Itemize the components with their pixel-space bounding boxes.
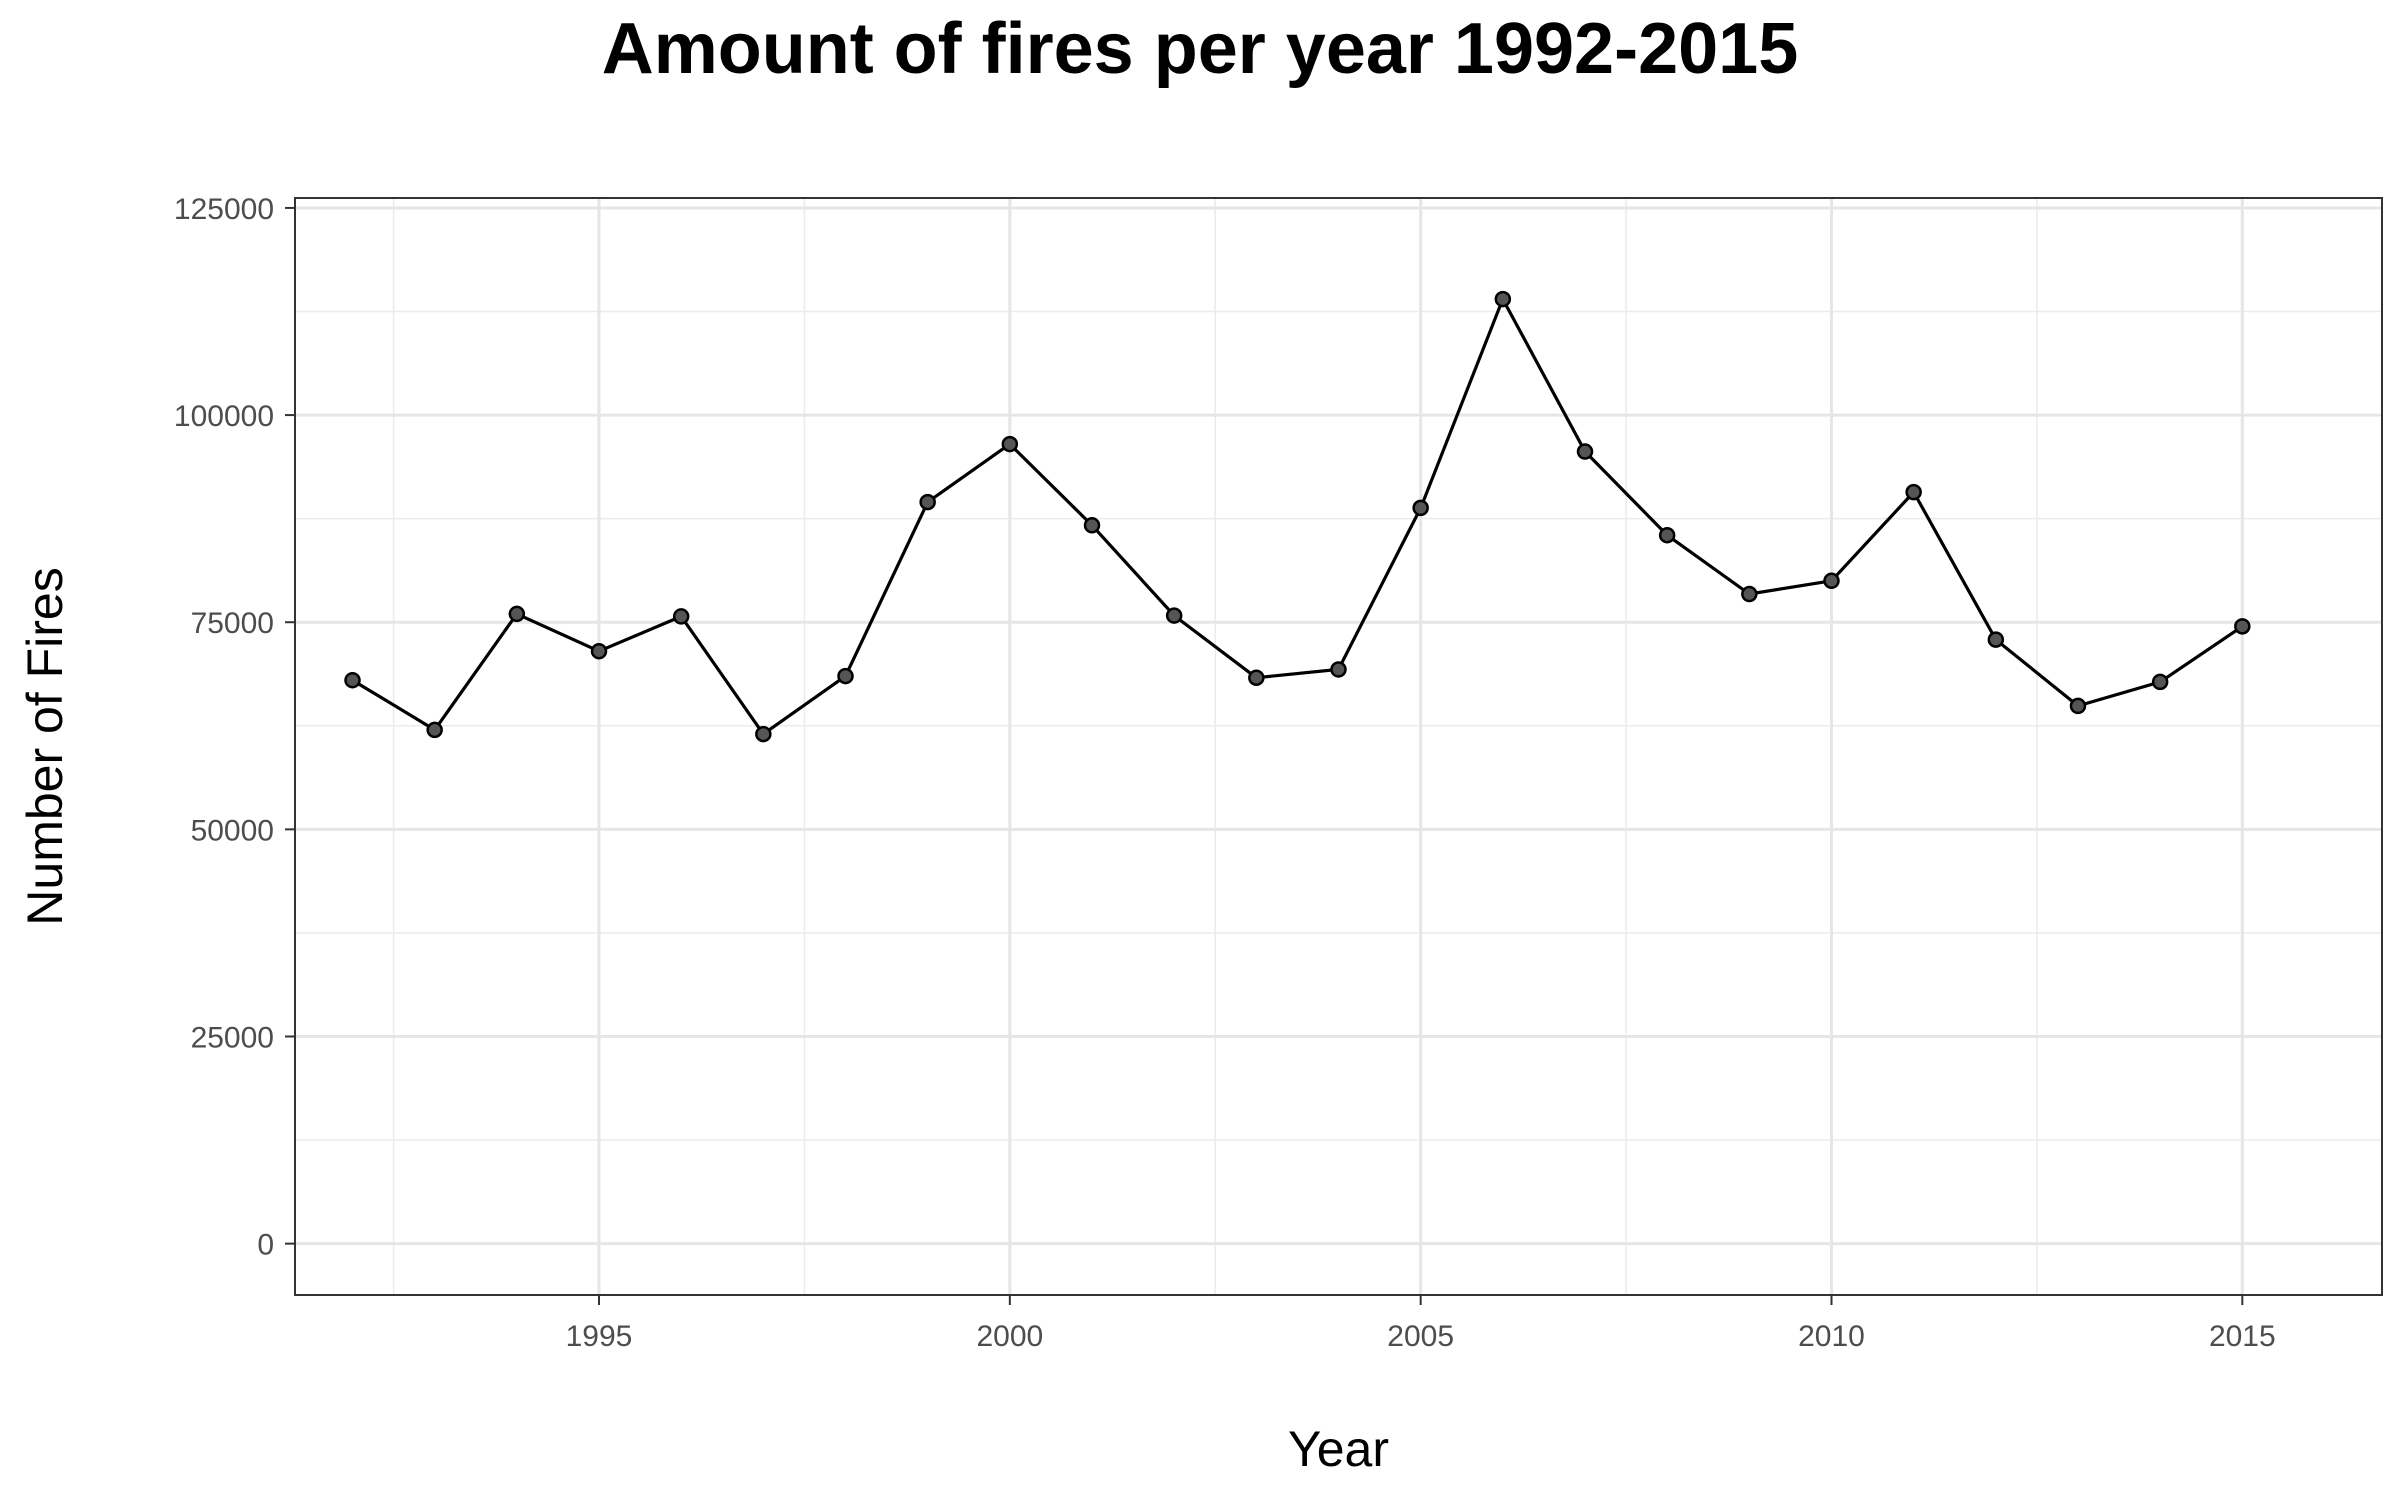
series-line xyxy=(351,297,2244,736)
data-point xyxy=(1248,669,1265,686)
y-tick-label: 75000 xyxy=(191,607,274,640)
data-point xyxy=(508,605,526,623)
data-point xyxy=(1905,483,1922,501)
x-axis-title: Year xyxy=(1288,1421,1389,1477)
data-point xyxy=(1741,585,1758,603)
minor-gridlines xyxy=(295,198,2382,1295)
data-point xyxy=(2234,618,2251,635)
data-point xyxy=(1576,443,1594,460)
y-tick-label: 100000 xyxy=(174,400,274,433)
x-tick-label: 2000 xyxy=(976,1320,1043,1353)
data-point xyxy=(1987,631,2005,648)
data-point xyxy=(1165,607,1183,624)
data-point xyxy=(590,642,608,660)
y-tick-label: 0 xyxy=(257,1229,274,1262)
data-point xyxy=(1494,290,1512,308)
data-point xyxy=(2151,673,2169,691)
major-gridlines xyxy=(295,198,2382,1295)
data-point xyxy=(1001,435,1019,453)
data-point xyxy=(1412,499,1429,517)
data-point xyxy=(344,671,361,689)
y-tick-label: 125000 xyxy=(174,193,274,226)
series-fires xyxy=(344,290,2251,743)
y-tick-label: 50000 xyxy=(191,814,274,847)
data-point xyxy=(426,721,443,739)
x-tick-label: 2010 xyxy=(1798,1320,1865,1353)
axis-ticks xyxy=(285,206,2244,1305)
data-point xyxy=(1823,572,1840,590)
data-point xyxy=(672,608,690,625)
data-point xyxy=(1083,517,1101,534)
axis-tick-labels: 1995 2000 2005 2010 2015 0 25000 50000 75000 1000… xyxy=(174,193,2276,1353)
data-point xyxy=(1330,661,1347,678)
data-point xyxy=(755,725,772,743)
y-tick-label: 25000 xyxy=(191,1021,274,1054)
data-point xyxy=(2069,697,2087,715)
x-tick-label: 2015 xyxy=(2209,1320,2276,1353)
x-tick-label: 1995 xyxy=(566,1320,633,1353)
plot-panel xyxy=(294,197,2383,1296)
data-point xyxy=(1658,526,1676,544)
chart-title: Amount of fires per year 1992-2015 xyxy=(601,9,1799,89)
y-axis-title: Number of Fires xyxy=(17,567,73,925)
data-point xyxy=(919,493,936,511)
x-tick-label: 2005 xyxy=(1387,1320,1454,1353)
data-point xyxy=(837,667,854,685)
